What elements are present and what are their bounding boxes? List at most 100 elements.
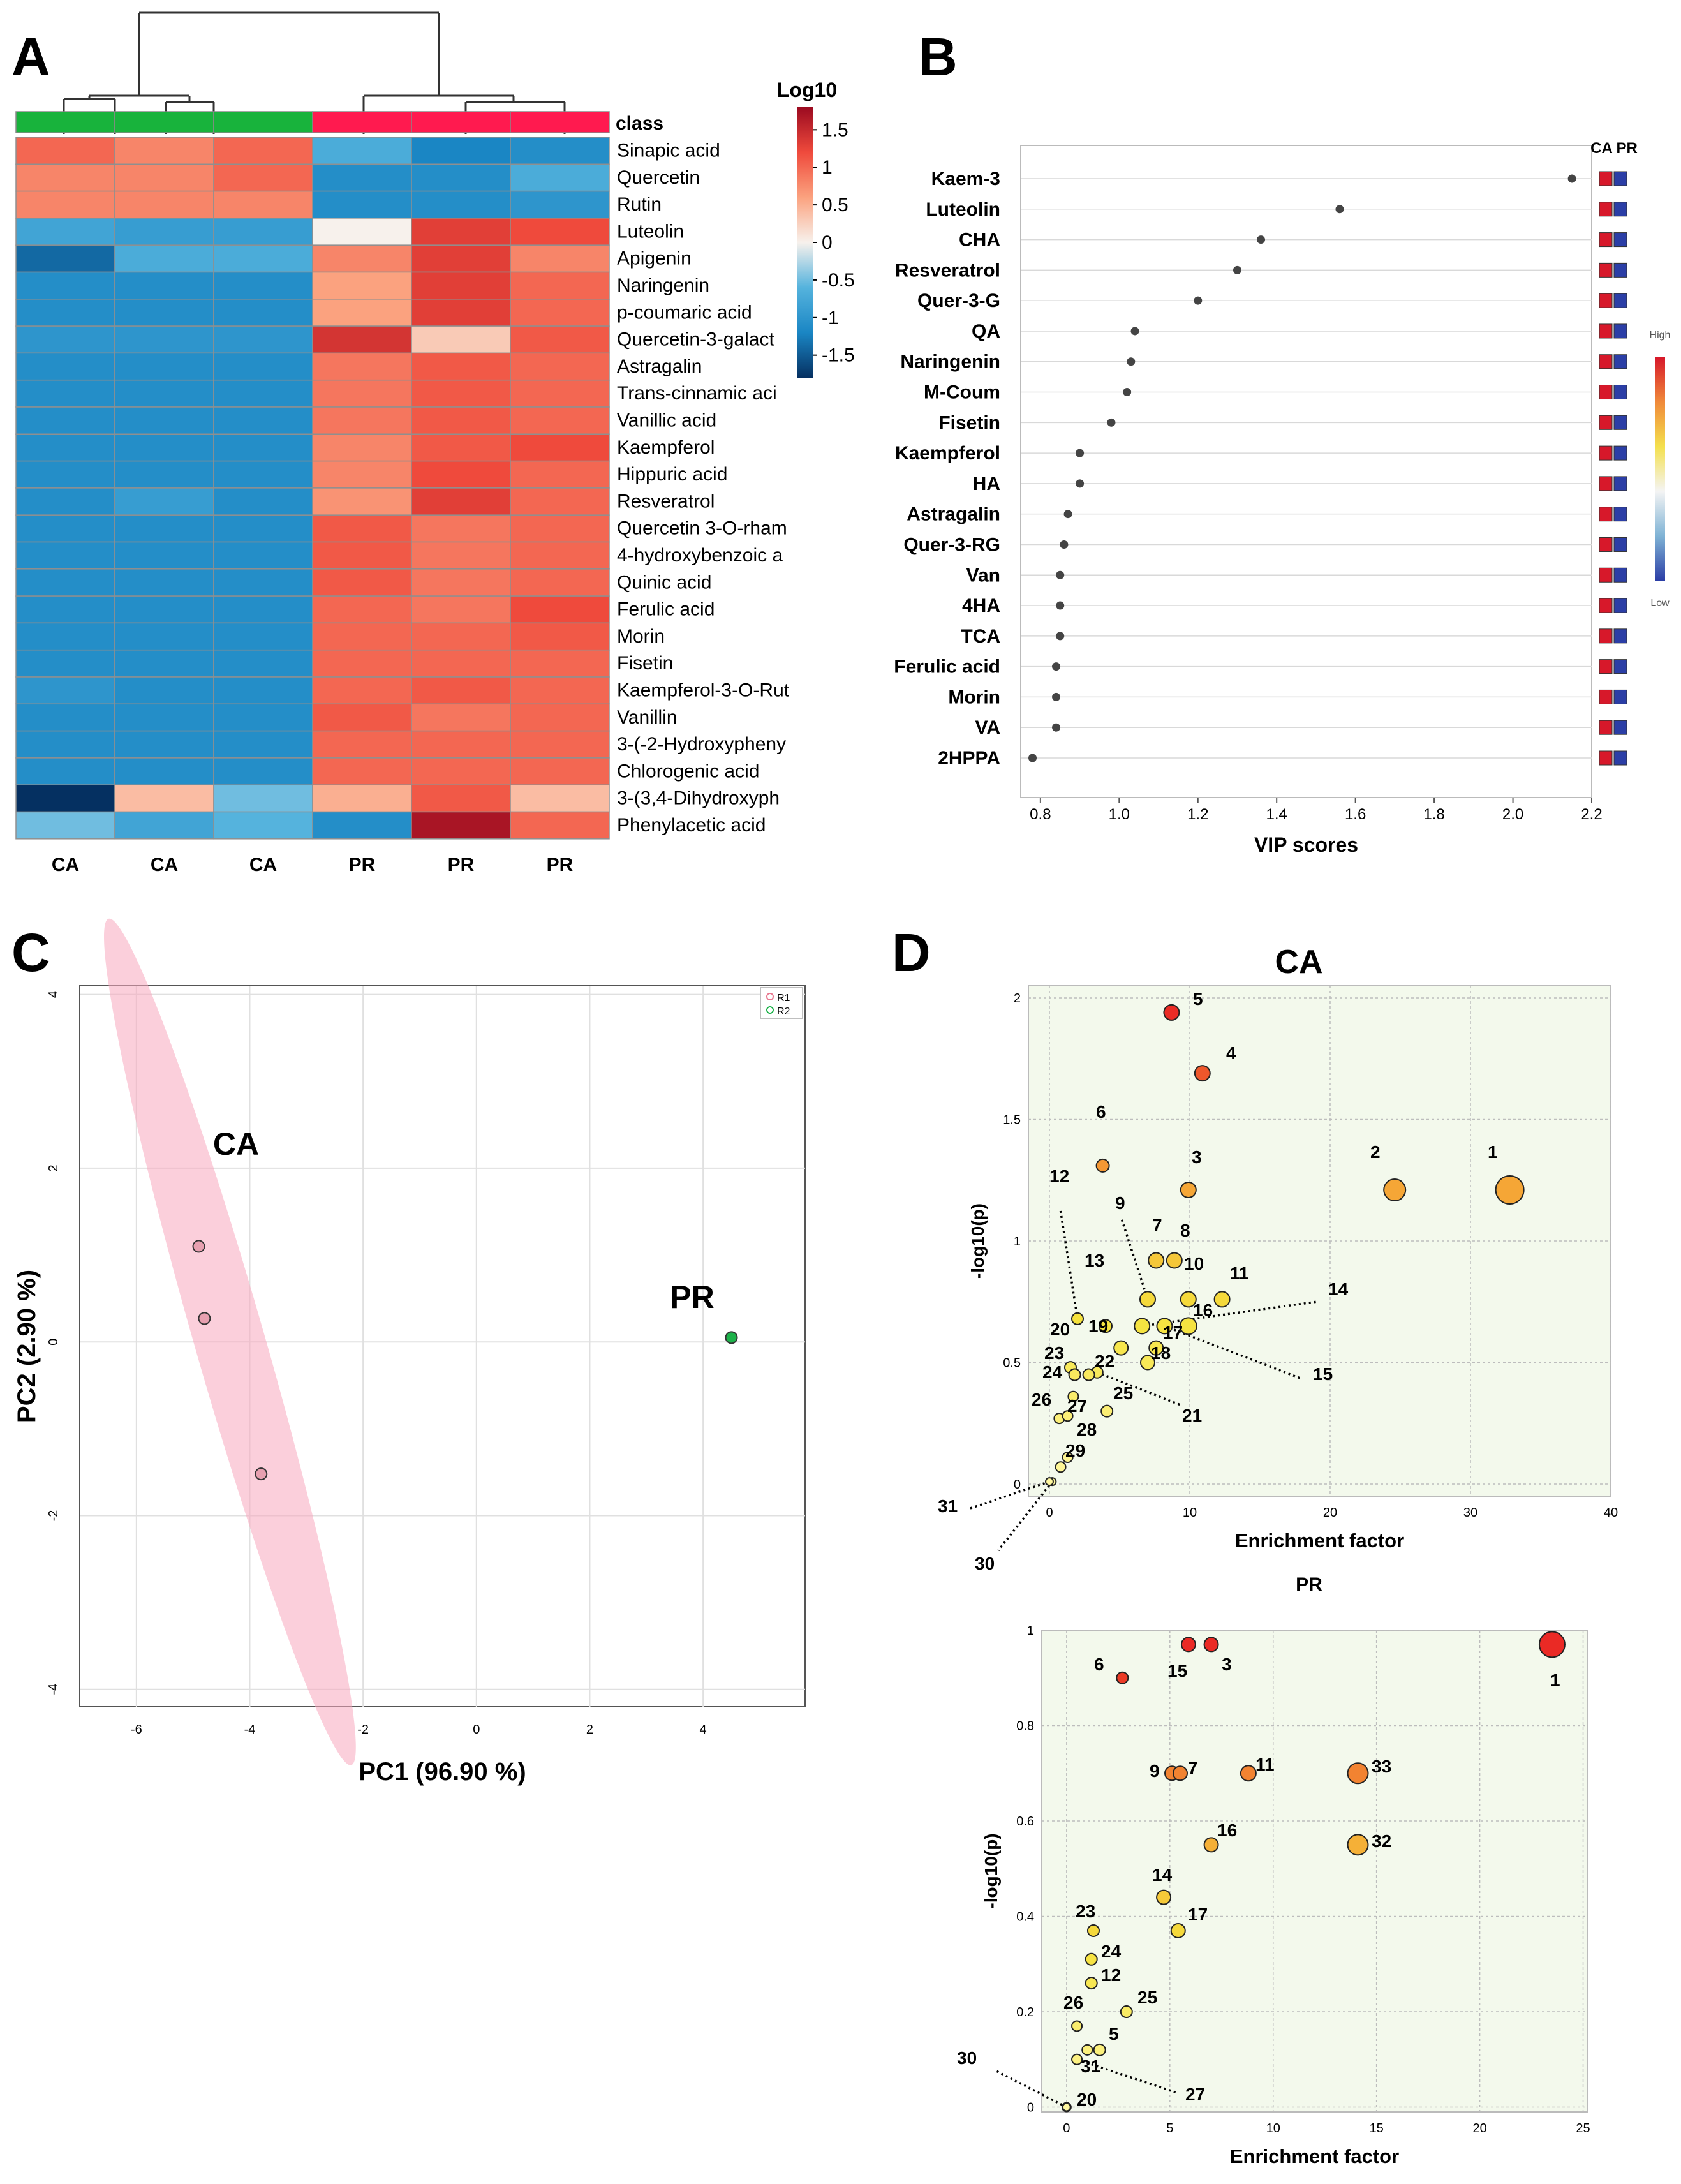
color-scale-title: Log10 bbox=[777, 78, 837, 101]
point-label: 3 bbox=[1192, 1147, 1202, 1167]
feature-label: Quer-3-RG bbox=[903, 534, 1000, 555]
heatmap-cell bbox=[312, 433, 412, 462]
heatmap-cell bbox=[15, 487, 115, 516]
heatmap-cell bbox=[213, 244, 313, 273]
point-label: 8 bbox=[1180, 1221, 1190, 1240]
row-label: p-coumaric acid bbox=[617, 302, 752, 323]
point-label: 10 bbox=[1184, 1254, 1204, 1274]
heatmap-cell bbox=[411, 137, 511, 165]
heatmap-cell bbox=[114, 676, 214, 705]
heatmap-cell bbox=[213, 379, 313, 408]
pathway-point bbox=[1240, 1765, 1257, 1782]
vip-point bbox=[1127, 357, 1136, 366]
heatmap-cell bbox=[15, 811, 115, 840]
heatmap-cell bbox=[312, 218, 412, 246]
heatmap-cell bbox=[213, 595, 313, 624]
ca-level-box bbox=[1599, 232, 1613, 248]
pr-level-box bbox=[1613, 385, 1627, 400]
scale-tick-label: -1 bbox=[822, 308, 839, 329]
heatmap-cell bbox=[114, 352, 214, 381]
pathway-point bbox=[1383, 1178, 1407, 1201]
ca-level-box bbox=[1599, 415, 1613, 430]
heatmap-cell bbox=[114, 649, 214, 678]
feature-label: Ferulic acid bbox=[894, 657, 1000, 678]
x-tick-label: 5 bbox=[1166, 2121, 1173, 2136]
point-label: 11 bbox=[1230, 1263, 1249, 1283]
point-label: 12 bbox=[1049, 1166, 1069, 1186]
vip-point bbox=[1056, 632, 1065, 641]
heatmap-cell bbox=[411, 406, 511, 435]
heatmap-cell bbox=[312, 622, 412, 651]
feature-label: 4HA bbox=[962, 595, 1000, 616]
row-label: Apigenin bbox=[617, 248, 692, 269]
heatmap-cell bbox=[411, 784, 511, 813]
point-label: 31 bbox=[938, 1496, 958, 1516]
heatmap-cell bbox=[510, 649, 610, 678]
heatmap-cell bbox=[312, 568, 412, 597]
legend-marker-r1 bbox=[766, 993, 774, 1000]
heatmap-cell bbox=[15, 299, 115, 327]
heatmap-cell bbox=[312, 541, 412, 570]
class-bar-cell bbox=[510, 111, 610, 133]
row-label: Phenylacetic acid bbox=[617, 815, 766, 836]
heatmap-cell bbox=[15, 676, 115, 705]
heatmap-cell bbox=[510, 811, 610, 840]
point-label: 20 bbox=[1077, 2090, 1097, 2109]
heatmap-cell bbox=[312, 703, 412, 732]
heatmap-cell bbox=[510, 163, 610, 192]
feature-label: HA bbox=[973, 473, 1000, 494]
heatmap-cell bbox=[15, 433, 115, 462]
pathway-point bbox=[1166, 1252, 1183, 1269]
pathway-point bbox=[1093, 2043, 1106, 2056]
heatmap-cell bbox=[411, 514, 511, 543]
ca-level-box bbox=[1599, 720, 1613, 735]
heatmap-cell bbox=[411, 568, 511, 597]
feature-label: Luteolin bbox=[926, 199, 1000, 220]
pr-level-box bbox=[1613, 415, 1627, 430]
y-tick-label: 0.2 bbox=[1016, 2005, 1034, 2019]
heatmap-cell bbox=[312, 514, 412, 543]
x-tick-label: 30 bbox=[1463, 1506, 1477, 1520]
ca-level-box bbox=[1599, 537, 1613, 552]
point-label: 12 bbox=[1101, 1965, 1121, 1985]
heatmap-cell bbox=[114, 163, 214, 192]
class-bar-cell bbox=[312, 111, 412, 133]
row-label: Vanillin bbox=[617, 707, 678, 728]
heatmap-cell bbox=[114, 406, 214, 435]
y-tick-label: 0 bbox=[1027, 2101, 1034, 2115]
pathway-point bbox=[1170, 1922, 1186, 1938]
heatmap-cell bbox=[411, 299, 511, 327]
pathway-point bbox=[1347, 1834, 1369, 1856]
heatmap-cell bbox=[312, 325, 412, 354]
heatmap-cell bbox=[510, 595, 610, 624]
row-label: Astragalin bbox=[617, 356, 702, 377]
heatmap-cell bbox=[114, 541, 214, 570]
point-label: 3 bbox=[1222, 1654, 1232, 1674]
heatmap-cell bbox=[411, 676, 511, 705]
heatmap-cell bbox=[213, 218, 313, 246]
heatmap-cell bbox=[411, 703, 511, 732]
point-label: 23 bbox=[1044, 1343, 1064, 1363]
heatmap-cell bbox=[114, 595, 214, 624]
vip-point bbox=[1076, 479, 1085, 488]
x-tick-label: 1.6 bbox=[1345, 806, 1366, 823]
color-scale-bar bbox=[797, 107, 813, 378]
heatmap-cell bbox=[411, 541, 511, 570]
pathway-point bbox=[1081, 2044, 1093, 2056]
point-label: 29 bbox=[1065, 1441, 1085, 1460]
point-label: 7 bbox=[1188, 1758, 1198, 1778]
point-label: 21 bbox=[1182, 1406, 1202, 1425]
scale-tick-label: -0.5 bbox=[822, 270, 855, 291]
x-tick-label: 40 bbox=[1604, 1506, 1618, 1520]
x-tick-label: 2 bbox=[586, 1723, 593, 1737]
ca-level-box bbox=[1599, 171, 1613, 186]
pathway-point bbox=[1139, 1291, 1156, 1308]
y-tick-label: 4 bbox=[47, 991, 61, 998]
heatmap-cell bbox=[312, 460, 412, 489]
heatmap-cell bbox=[114, 433, 214, 462]
heatmap-cell bbox=[15, 271, 115, 300]
ca-level-box bbox=[1599, 354, 1613, 369]
point-label: 26 bbox=[1032, 1390, 1051, 1409]
vip-point bbox=[1056, 570, 1065, 579]
point-label: 24 bbox=[1101, 1942, 1122, 1961]
